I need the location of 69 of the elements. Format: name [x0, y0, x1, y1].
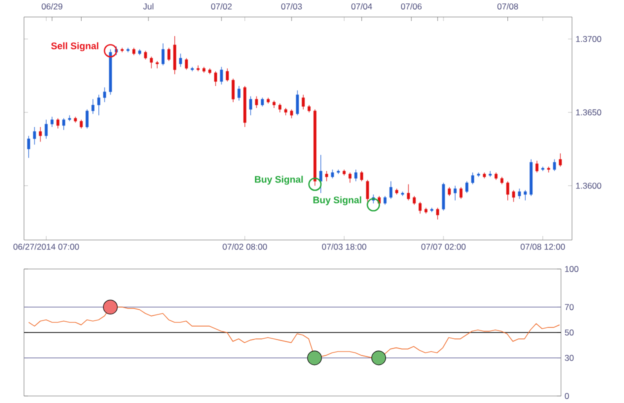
candlestick — [167, 48, 170, 62]
candlestick — [354, 169, 358, 182]
y-tick-label: 100 — [565, 266, 578, 272]
text: 07/08 — [497, 3, 518, 10]
text: 07/06 — [401, 3, 422, 10]
candlestick — [68, 114, 72, 122]
y-tick-label: 1.3700 — [576, 36, 602, 42]
candlestick — [162, 43, 164, 66]
text: 07/02 — [211, 3, 232, 10]
candlestick — [27, 136, 30, 158]
candlestick — [302, 94, 305, 110]
candlestick — [512, 190, 516, 202]
candlestick — [50, 116, 54, 128]
candlestick — [92, 98, 94, 114]
candlestick — [454, 185, 457, 201]
candlestick — [249, 96, 252, 116]
candlestick — [226, 68, 229, 82]
y-tick-label: 30 — [564, 354, 574, 361]
candlestick — [325, 170, 328, 182]
candlestick — [418, 202, 422, 214]
candlestick — [465, 181, 468, 194]
candlestick — [214, 70, 218, 86]
candlestick — [524, 190, 527, 201]
candlestick — [232, 78, 235, 102]
candlestick — [38, 126, 42, 142]
x-tick-label: 07/08 12:00 — [520, 244, 565, 250]
y-tick-label: 70 — [564, 304, 574, 310]
x-tick-label: 07/07 02:00 — [421, 244, 466, 250]
candlestick — [97, 94, 100, 116]
candlestick — [471, 172, 474, 185]
candlestick — [360, 170, 364, 182]
y-tick-label: 0 — [564, 392, 569, 399]
candlestick — [86, 109, 89, 129]
candlestick — [406, 184, 410, 201]
candlestick — [348, 172, 352, 184]
x-tick-label: 06/27/2014 07:00 — [13, 244, 79, 250]
candlestick — [33, 126, 36, 145]
candlestick — [389, 181, 392, 200]
candlestick — [179, 53, 182, 68]
y-tick-label: 1.3650 — [576, 109, 602, 116]
candlestick — [238, 86, 240, 101]
candlestick — [44, 119, 48, 140]
candlestick — [553, 159, 556, 172]
candlestick — [436, 207, 440, 220]
candlestick — [296, 90, 299, 116]
y-tick-label: 1.3600 — [576, 182, 602, 189]
annotation: Buy Signal — [254, 176, 303, 185]
candlestick — [255, 96, 258, 108]
candlestick — [558, 153, 562, 167]
x-tick-label: 07/02 08:00 — [222, 244, 267, 250]
candlestick — [518, 188, 521, 200]
candlestick — [150, 56, 153, 69]
x-tick-label: 07/03 18:00 — [322, 244, 366, 250]
candlestick — [56, 118, 60, 129]
text: 07/04 — [351, 3, 372, 10]
candlestick — [366, 180, 369, 202]
candlestick — [62, 118, 66, 130]
candlestick — [506, 181, 510, 201]
candlestick — [220, 66, 223, 85]
text: Jul — [143, 3, 154, 10]
annotation: Sell Signal — [51, 42, 98, 52]
annotation: Buy Signal — [313, 196, 362, 206]
candlestick — [184, 58, 188, 70]
candlestick — [103, 87, 106, 102]
y-tick-label: 50 — [564, 329, 574, 336]
candlestick — [460, 186, 462, 200]
text: 07/03 — [281, 3, 302, 10]
candlestick — [536, 160, 538, 173]
text: 06/29 — [42, 3, 62, 10]
